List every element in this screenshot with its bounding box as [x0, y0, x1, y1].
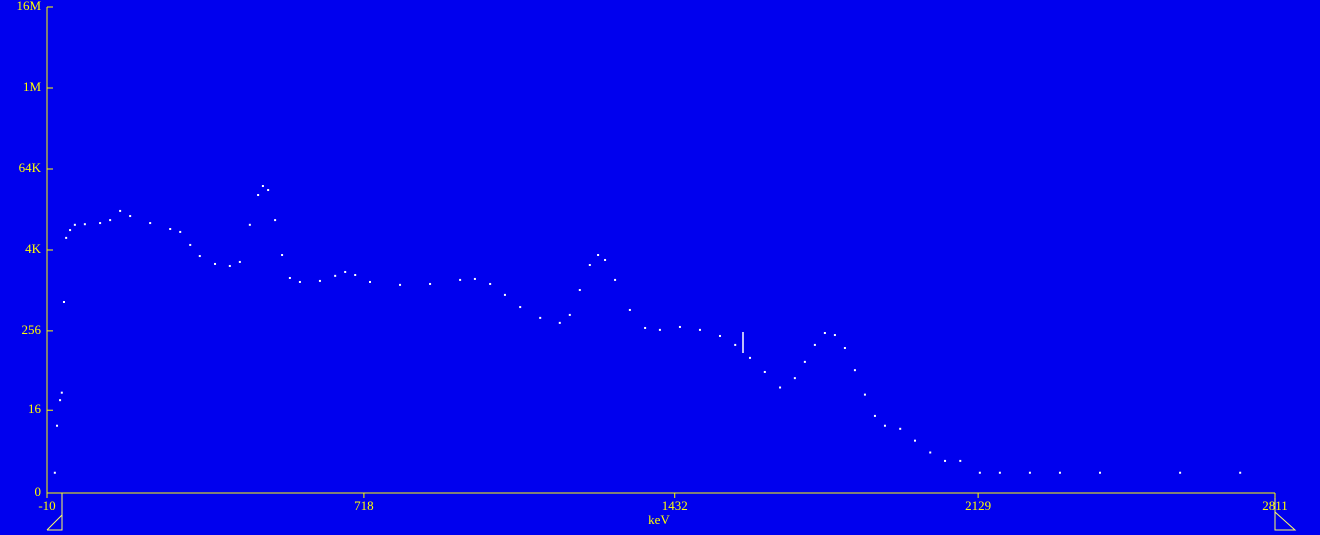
data-point — [334, 274, 337, 277]
data-point — [198, 255, 201, 258]
y-tick-label: 4K — [25, 241, 42, 256]
x-tick-label: 1432 — [662, 498, 688, 513]
data-point — [734, 343, 737, 346]
data-point — [823, 332, 826, 335]
data-point — [368, 280, 371, 283]
data-point — [914, 439, 917, 442]
data-point — [678, 325, 681, 328]
data-point — [813, 343, 816, 346]
data-point — [83, 223, 86, 226]
data-point — [65, 236, 68, 239]
data-point — [779, 386, 782, 389]
data-point — [749, 356, 752, 359]
data-point — [169, 228, 172, 231]
data-point — [298, 280, 301, 283]
data-point — [519, 306, 522, 309]
data-point — [698, 328, 701, 331]
data-point — [56, 424, 59, 427]
x-tick-label: 2811 — [1262, 498, 1288, 513]
data-point — [763, 370, 766, 373]
data-point — [959, 459, 962, 462]
data-point — [73, 223, 76, 226]
y-tick-label: 16M — [16, 0, 41, 13]
data-point — [459, 278, 462, 281]
data-point — [944, 459, 947, 462]
data-point — [568, 313, 571, 316]
data-point — [60, 391, 63, 394]
data-point — [604, 258, 607, 261]
data-point — [833, 334, 836, 337]
data-point — [1099, 471, 1102, 474]
data-point — [644, 326, 647, 329]
data-point — [1058, 471, 1061, 474]
data-point — [863, 393, 866, 396]
data-point — [929, 451, 932, 454]
data-point — [883, 424, 886, 427]
data-point — [998, 471, 1001, 474]
data-point — [288, 276, 291, 279]
data-point — [597, 254, 600, 257]
data-point — [803, 360, 806, 363]
data-point — [503, 293, 506, 296]
data-point — [978, 471, 981, 474]
data-point — [1028, 471, 1031, 474]
x-tick-label: 718 — [354, 498, 374, 513]
data-point — [1239, 471, 1242, 474]
data-point — [238, 260, 241, 263]
data-point — [873, 414, 876, 417]
data-point — [588, 264, 591, 267]
data-point — [539, 316, 542, 319]
y-tick-label: 1M — [23, 79, 42, 94]
data-point — [53, 471, 56, 474]
data-point — [189, 243, 192, 246]
data-point — [62, 300, 65, 303]
data-point — [281, 254, 284, 257]
data-point — [228, 264, 231, 267]
data-point — [1179, 471, 1182, 474]
y-tick-label: 16 — [28, 401, 42, 416]
data-point — [473, 277, 476, 280]
data-point — [261, 185, 264, 188]
data-point — [558, 321, 561, 324]
data-point — [59, 399, 62, 402]
data-point — [489, 282, 492, 285]
data-point — [99, 222, 102, 225]
data-point — [843, 347, 846, 350]
data-point — [119, 209, 122, 212]
y-tick-label: 64K — [19, 160, 42, 175]
data-point — [578, 289, 581, 292]
data-point — [257, 194, 260, 197]
data-point — [214, 262, 217, 265]
data-point — [109, 219, 112, 222]
x-tick-label: -10 — [38, 498, 55, 513]
data-point — [614, 278, 617, 281]
data-point — [429, 282, 432, 285]
data-point — [274, 219, 277, 222]
data-point — [179, 230, 182, 233]
data-point — [718, 334, 721, 337]
x-axis-label: keV — [648, 512, 670, 527]
data-point — [853, 369, 856, 372]
x-tick-label: 2129 — [965, 498, 991, 513]
data-point — [267, 189, 270, 192]
data-point — [399, 283, 402, 286]
data-point — [628, 308, 631, 311]
data-point — [658, 328, 661, 331]
data-point — [149, 222, 152, 225]
data-point — [248, 223, 251, 226]
data-point — [354, 273, 357, 276]
data-point — [318, 279, 321, 282]
y-tick-label: 256 — [22, 322, 42, 337]
y-tick-label: 0 — [35, 484, 42, 499]
data-point — [344, 270, 347, 273]
data-point — [793, 377, 796, 380]
data-point — [899, 427, 902, 430]
data-point — [129, 215, 132, 218]
data-point — [69, 229, 72, 232]
right-handle — [1274, 493, 1297, 531]
